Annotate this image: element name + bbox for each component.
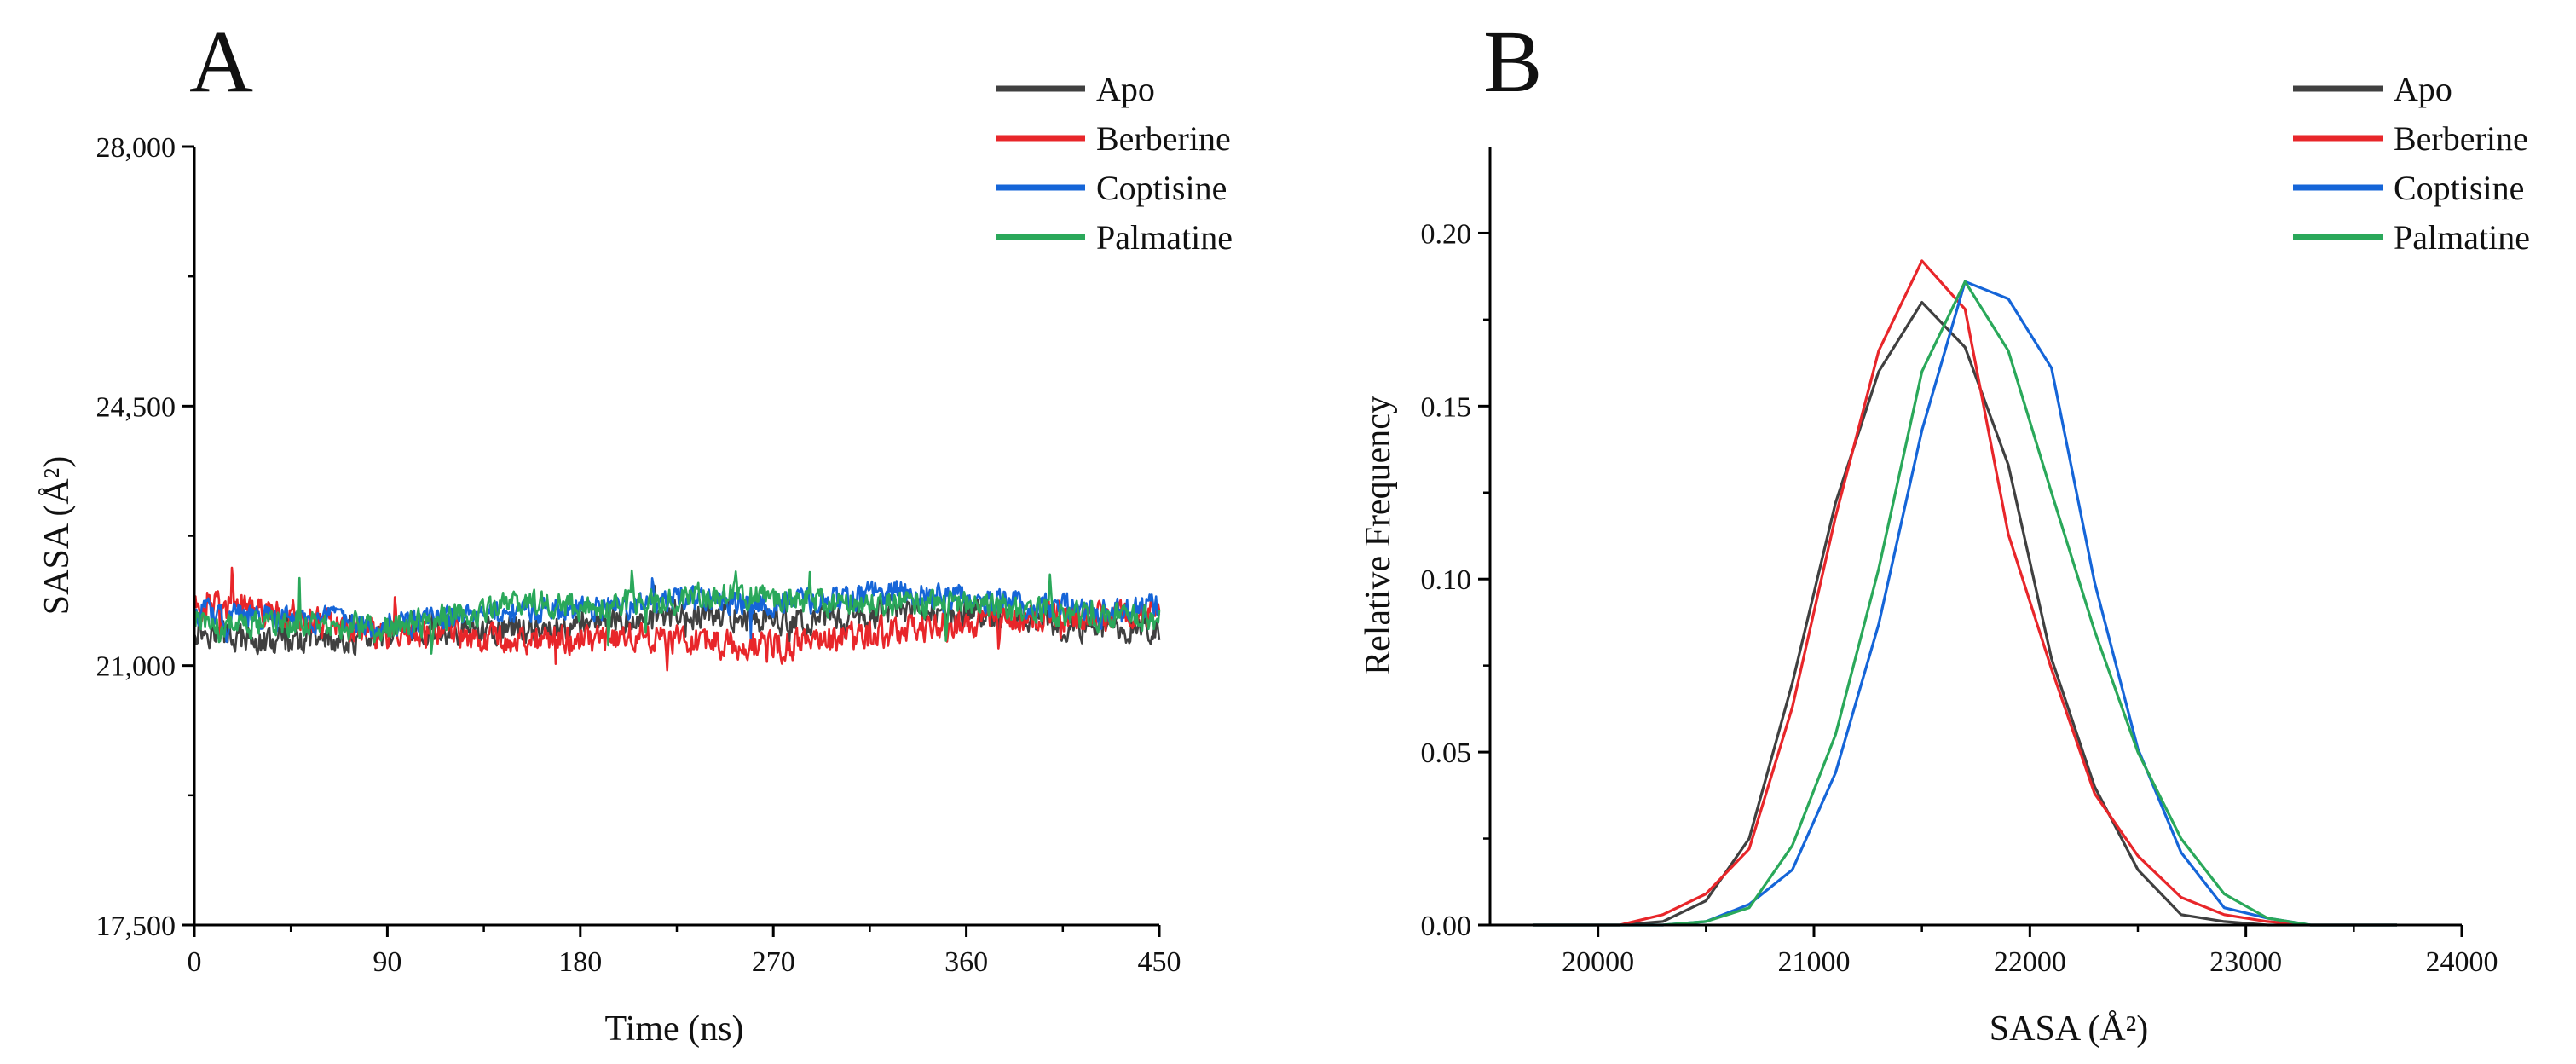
legend-label: Berberine: [1096, 119, 1231, 158]
panel-a-time-series-chart: A 0 90 180 270 360 450 17,500 21,000 24,500 28,00…: [38, 13, 1233, 1049]
x-tick-label: 20000: [1562, 946, 1634, 978]
y-tick-label: 0.10: [1421, 564, 1472, 596]
y-tick-label: 0.00: [1421, 911, 1472, 942]
legend-entry-apo: Apo: [2293, 70, 2452, 108]
y-tick-label: 24,500: [96, 391, 176, 423]
panel-a-axes: 0 90 180 270 360 450 17,500 21,000 24,500 28,000: [96, 132, 1181, 978]
legend-entry-apo: Apo: [996, 70, 1155, 108]
y-tick-label: 0.15: [1421, 391, 1472, 423]
legend-label: Coptisine: [2394, 169, 2524, 207]
panel-b-distribution-chart: B 20000 21000 22000 23000 24000 0.00 0.05 0.10 0…: [1359, 13, 2530, 1049]
legend-entry-palmatine: Palmatine: [2293, 218, 2530, 257]
x-tick-label: 24000: [2426, 946, 2498, 978]
x-tick-label: 450: [1138, 946, 1181, 978]
series-line-coptisine: [1533, 280, 2397, 927]
panel-b-legend: Apo Berberine Coptisine Palmatine: [2293, 70, 2530, 257]
legend-label: Apo: [2394, 70, 2452, 108]
x-tick-label: 22000: [1994, 946, 2066, 978]
panel-a-letter: A: [189, 13, 253, 111]
legend-entry-coptisine: Coptisine: [2293, 169, 2524, 207]
x-tick-label: 180: [558, 946, 602, 978]
x-tick-label: 21000: [1778, 946, 1851, 978]
panel-b-y-axis-title: Relative Frequency: [1359, 396, 1398, 675]
panel-a-series-lines: [193, 566, 1161, 672]
panel-a-y-axis-title: SASA (Å²): [38, 456, 77, 615]
x-tick-label: 360: [944, 946, 988, 978]
series-line-coptisine: [193, 576, 1161, 644]
y-tick-label: 0.20: [1421, 218, 1472, 250]
x-tick-label: 23000: [2209, 946, 2282, 978]
legend-label: Berberine: [2394, 119, 2528, 158]
y-tick-label: 28,000: [96, 132, 176, 164]
legend-entry-berberine: Berberine: [2293, 119, 2528, 158]
legend-entry-coptisine: Coptisine: [996, 169, 1227, 207]
y-tick-label: 17,500: [96, 911, 176, 942]
y-tick-label: 0.05: [1421, 737, 1472, 769]
legend-label: Apo: [1096, 70, 1155, 108]
panel-b-x-axis-title: SASA (Å²): [1990, 1009, 2148, 1049]
panel-a-x-axis-title: Time (ns): [605, 1009, 744, 1049]
series-line-palmatine: [1533, 280, 2397, 927]
series-line-berberine: [1533, 259, 2397, 927]
x-tick-label: 90: [373, 946, 401, 978]
legend-label: Palmatine: [2394, 218, 2530, 257]
legend-entry-berberine: Berberine: [996, 119, 1231, 158]
series-line-palmatine: [193, 569, 1161, 655]
legend-label: Coptisine: [1096, 169, 1227, 207]
x-tick-label: 270: [752, 946, 795, 978]
y-tick-label: 21,000: [96, 651, 176, 683]
panel-b-letter: B: [1483, 13, 1542, 111]
panel-b-axes: 20000 21000 22000 23000 24000 0.00 0.05 0.10 0.1…: [1421, 147, 2498, 978]
panel-a-legend: Apo Berberine Coptisine Palmatine: [996, 70, 1233, 257]
series-line-apo: [1533, 301, 2397, 927]
legend-entry-palmatine: Palmatine: [996, 218, 1233, 257]
legend-label: Palmatine: [1096, 218, 1233, 257]
panel-b-series-lines: [1533, 259, 2397, 927]
x-tick-label: 0: [188, 946, 202, 978]
